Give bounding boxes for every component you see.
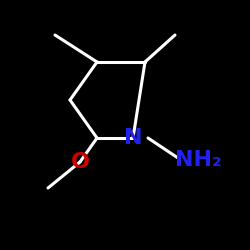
Text: N: N bbox=[124, 128, 142, 148]
Text: O: O bbox=[70, 152, 90, 172]
Text: NH₂: NH₂ bbox=[175, 150, 222, 170]
